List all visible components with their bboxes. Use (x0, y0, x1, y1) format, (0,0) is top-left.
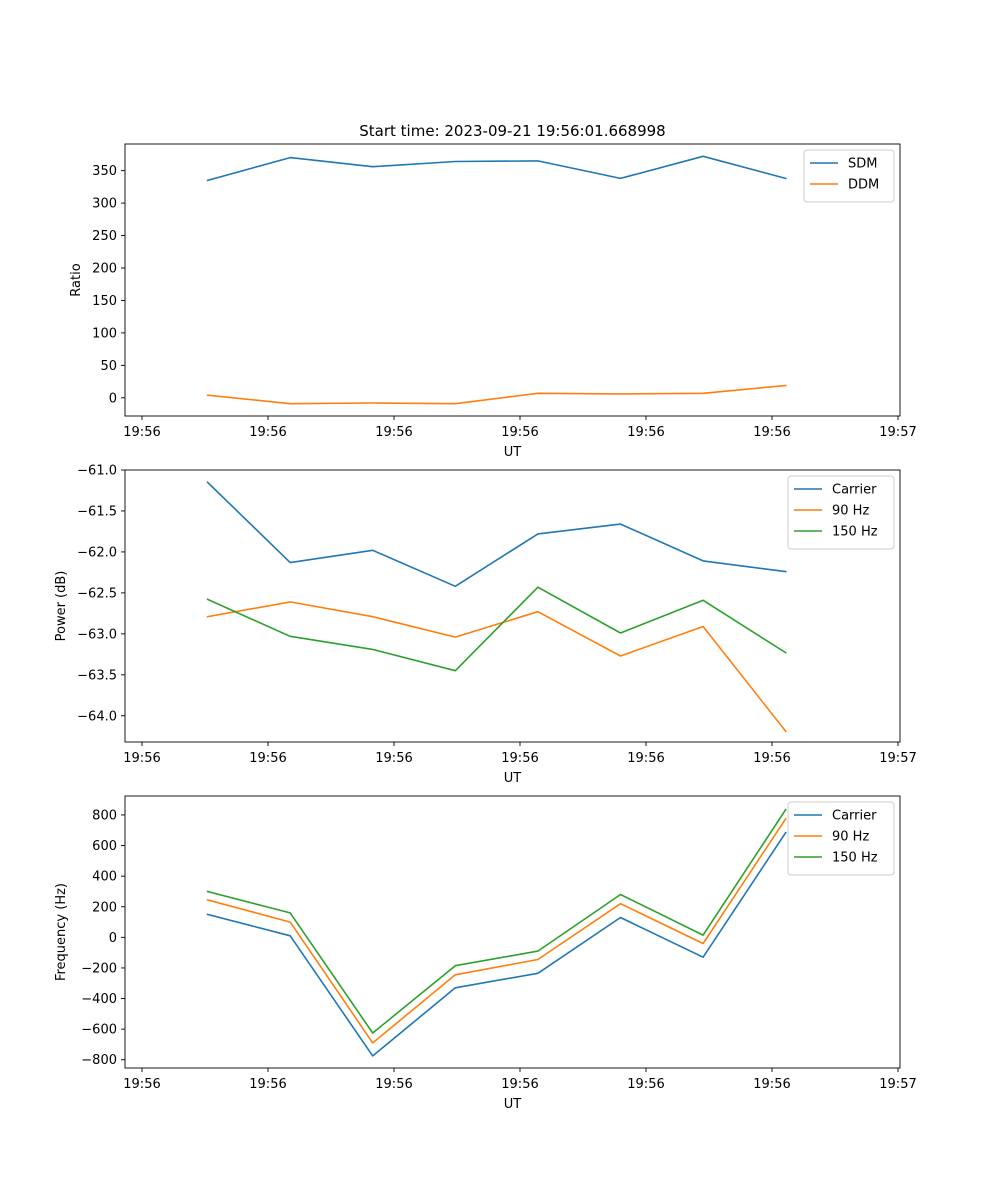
y-axis-label: Power (dB) (54, 571, 69, 642)
x-tick-label: 19:56 (249, 1077, 286, 1092)
y-tick-label: 100 (92, 326, 117, 341)
y-tick-label: −63.0 (77, 627, 117, 642)
series-line-150-hz (206, 586, 787, 672)
x-tick-label: 19:56 (627, 425, 664, 440)
y-tick-label: 350 (92, 164, 117, 179)
legend: SDM DDM (803, 149, 895, 203)
axes-frame (124, 469, 901, 743)
x-tick-label: 19:56 (753, 425, 790, 440)
legend: Carrier 90 Hz 150 Hz (787, 801, 895, 876)
series-line-90-hz (206, 817, 787, 1044)
x-tick-label: 19:56 (627, 751, 664, 766)
subplot-1: Start time: 2023-09-21 19:56:01.668998 19… (69, 122, 917, 460)
legend: Carrier 90 Hz 150 Hz (787, 475, 895, 550)
x-tick-label: 19:56 (501, 425, 538, 440)
chart-title: Start time: 2023-09-21 19:56:01.668998 (359, 122, 665, 140)
x-tick-label: 19:56 (375, 425, 412, 440)
subplot-3: 19:56 19:56 19:56 19:56 19:56 19:56 19:57 UT −80… (54, 795, 917, 1112)
y-tick-label: −200 (81, 961, 117, 976)
x-tick-label: 19:57 (879, 425, 916, 440)
y-tick-label: 300 (92, 197, 117, 212)
x-tick-label: 19:56 (375, 751, 412, 766)
y-axis-label: Frequency (Hz) (54, 883, 69, 981)
x-tick-label: 19:56 (753, 1077, 790, 1092)
y-tick-label: −62.0 (77, 545, 117, 560)
x-axis-label: UT (504, 1097, 522, 1112)
series-group (206, 155, 787, 405)
x-tick-label: 19:56 (123, 751, 160, 766)
y-tick-label: 800 (92, 808, 117, 823)
y-tick-label: −63.5 (77, 668, 117, 683)
y-tick-label: −64.0 (77, 709, 117, 724)
series-line-carrier (206, 481, 787, 588)
y-tick-label: 0 (109, 391, 117, 406)
x-tick-label: 19:57 (879, 1077, 916, 1092)
y-tick-label: 150 (92, 294, 117, 309)
y-tick-label: −62.5 (77, 586, 117, 601)
y-tick-label: 200 (92, 261, 117, 276)
x-tick-label: 19:56 (501, 751, 538, 766)
legend-entry: 90 Hz (832, 830, 869, 845)
x-tick-label: 19:56 (501, 1077, 538, 1092)
y-tick-label: 0 (109, 931, 117, 946)
legend-entry: 150 Hz (832, 851, 878, 866)
y-tick-label: 200 (92, 900, 117, 915)
series-line-ddm (206, 384, 787, 405)
x-tick-label: 19:56 (249, 751, 286, 766)
legend-entry: 90 Hz (832, 504, 869, 519)
series-group (206, 808, 787, 1057)
x-tick-label: 19:56 (753, 751, 790, 766)
y-tick-label: 600 (92, 839, 117, 854)
x-tick-label: 19:56 (375, 1077, 412, 1092)
x-axis-label: UT (504, 771, 522, 786)
series-line-carrier (206, 831, 787, 1057)
x-tick-label: 19:56 (627, 1077, 664, 1092)
series-line-sdm (206, 155, 787, 182)
y-tick-label: 400 (92, 870, 117, 885)
subplot-2: 19:56 19:56 19:56 19:56 19:56 19:56 19:57 UT −61… (54, 464, 917, 787)
x-tick-label: 19:56 (123, 425, 160, 440)
legend-entry: Carrier (832, 809, 877, 824)
legend-entry: 150 Hz (832, 525, 878, 540)
x-axis-label: UT (504, 445, 522, 460)
axes-frame (124, 143, 901, 417)
axes-frame (124, 795, 901, 1069)
y-axis-label: Ratio (69, 263, 84, 296)
legend-entry: SDM (848, 157, 877, 172)
legend-entry: DDM (848, 178, 879, 193)
legend-entry: Carrier (832, 483, 877, 498)
series-line-150-hz (206, 808, 787, 1034)
series-group (206, 481, 787, 733)
y-tick-label: −400 (81, 992, 117, 1007)
x-tick-label: 19:56 (123, 1077, 160, 1092)
y-tick-label: −800 (81, 1053, 117, 1068)
x-tick-label: 19:56 (249, 425, 286, 440)
y-tick-label: 50 (100, 359, 117, 374)
y-tick-label: −61.0 (77, 464, 117, 479)
x-tick-label: 19:57 (879, 751, 916, 766)
y-tick-label: −600 (81, 1023, 117, 1038)
series-line-90-hz (206, 601, 787, 733)
y-tick-label: 250 (92, 229, 117, 244)
y-tick-label: −61.5 (77, 504, 117, 519)
